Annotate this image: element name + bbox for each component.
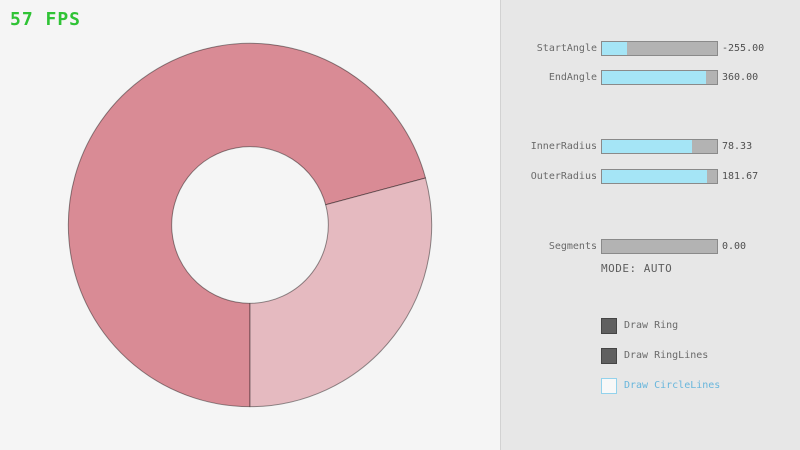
slider-row-inner-radius: InnerRadius 78.33	[501, 139, 800, 154]
controls-panel: StartAngle -255.00 EndAngle 360.00 Inner…	[500, 0, 800, 450]
slider-row-outer-radius: OuterRadius 181.67	[501, 169, 800, 184]
draw-ringlines-checkbox-label: Draw RingLines	[624, 350, 709, 361]
checkbox-draw-ringlines[interactable]: Draw RingLines	[601, 348, 708, 364]
checkbox-draw-circlelines[interactable]: Draw CircleLines	[601, 378, 720, 394]
draw-ring-checkbox[interactable]	[601, 318, 617, 334]
draw-circlelines-checkbox-label: Draw CircleLines	[624, 380, 721, 391]
outer-radius-label: OuterRadius	[530, 171, 597, 182]
start-angle-slider-fill	[602, 42, 628, 55]
draw-ringlines-checkbox[interactable]	[601, 348, 617, 364]
inner-radius-label: InnerRadius	[530, 141, 597, 152]
slider-row-segments: Segments 0.00	[501, 239, 800, 254]
end-angle-slider-fill	[602, 71, 706, 84]
end-angle-slider[interactable]	[601, 70, 718, 85]
end-angle-value: 360.00	[722, 72, 759, 83]
draw-circlelines-checkbox[interactable]	[601, 378, 617, 394]
slider-row-start-angle: StartAngle -255.00	[501, 41, 800, 56]
outer-radius-value: 181.67	[722, 171, 759, 182]
start-angle-value: -255.00	[722, 43, 765, 54]
checkbox-draw-ring[interactable]: Draw Ring	[601, 318, 678, 334]
start-angle-label: StartAngle	[536, 43, 597, 54]
segments-mode-label: MODE: AUTO	[601, 262, 673, 275]
outer-radius-slider[interactable]	[601, 169, 718, 184]
start-angle-slider[interactable]	[601, 41, 718, 56]
slider-row-end-angle: EndAngle 360.00	[501, 70, 800, 85]
segments-slider[interactable]	[601, 239, 718, 254]
outer-radius-slider-fill	[602, 170, 707, 183]
ring-overlap-sector	[67, 42, 427, 408]
draw-ring-checkbox-label: Draw Ring	[624, 320, 679, 331]
inner-radius-value: 78.33	[722, 141, 753, 152]
segments-label: Segments	[548, 241, 597, 252]
end-angle-label: EndAngle	[548, 72, 597, 83]
ring-single-sector	[249, 177, 433, 408]
fps-counter: 57 FPS	[10, 9, 82, 30]
segments-value: 0.00	[722, 241, 747, 252]
inner-radius-slider[interactable]	[601, 139, 718, 154]
inner-radius-slider-fill	[602, 140, 692, 153]
